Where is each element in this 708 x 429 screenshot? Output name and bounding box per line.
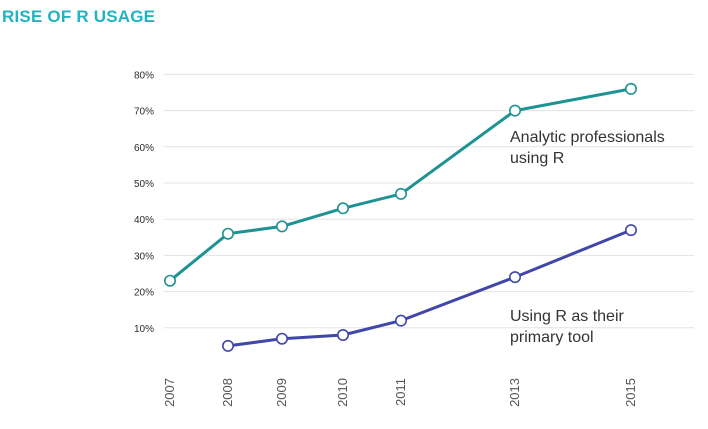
y-tick-label: 30%	[134, 251, 154, 262]
data-point	[275, 332, 288, 345]
series-annotation: primary tool	[510, 329, 594, 346]
x-tick-label: 2015	[623, 378, 638, 407]
x-tick-label: 2013	[507, 378, 522, 407]
y-tick-label: 10%	[134, 324, 154, 335]
data-point	[394, 187, 407, 200]
chart-title: RISE OF R USAGE	[2, 7, 156, 26]
data-point	[164, 274, 177, 287]
y-tick-label: 70%	[134, 107, 154, 118]
y-tick-label: 50%	[134, 179, 154, 190]
series-annotation: Analytic professionals	[510, 129, 665, 146]
data-point	[275, 220, 288, 233]
data-point	[624, 82, 637, 95]
data-point	[222, 339, 235, 352]
series-line	[226, 228, 633, 348]
data-point	[336, 328, 349, 341]
y-tick-label: 40%	[134, 215, 154, 226]
data-point	[222, 227, 235, 240]
data-point	[508, 104, 521, 117]
data-point	[508, 271, 521, 284]
y-tick-label: 80%	[134, 70, 154, 81]
series-line	[168, 87, 633, 283]
x-tick-label: 2007	[162, 378, 177, 407]
x-tick-label: 2011	[393, 378, 408, 406]
series-annotation: using R	[510, 150, 564, 167]
y-tick-label: 60%	[134, 143, 154, 154]
series-annotation: Using R as their	[510, 308, 624, 325]
x-tick-label: 2010	[335, 378, 350, 407]
x-tick-label: 2008	[220, 378, 235, 407]
data-point	[624, 224, 637, 237]
data-point	[336, 202, 349, 215]
x-tick-label: 2009	[274, 378, 289, 407]
y-tick-label: 20%	[134, 288, 154, 299]
data-point	[394, 314, 407, 327]
